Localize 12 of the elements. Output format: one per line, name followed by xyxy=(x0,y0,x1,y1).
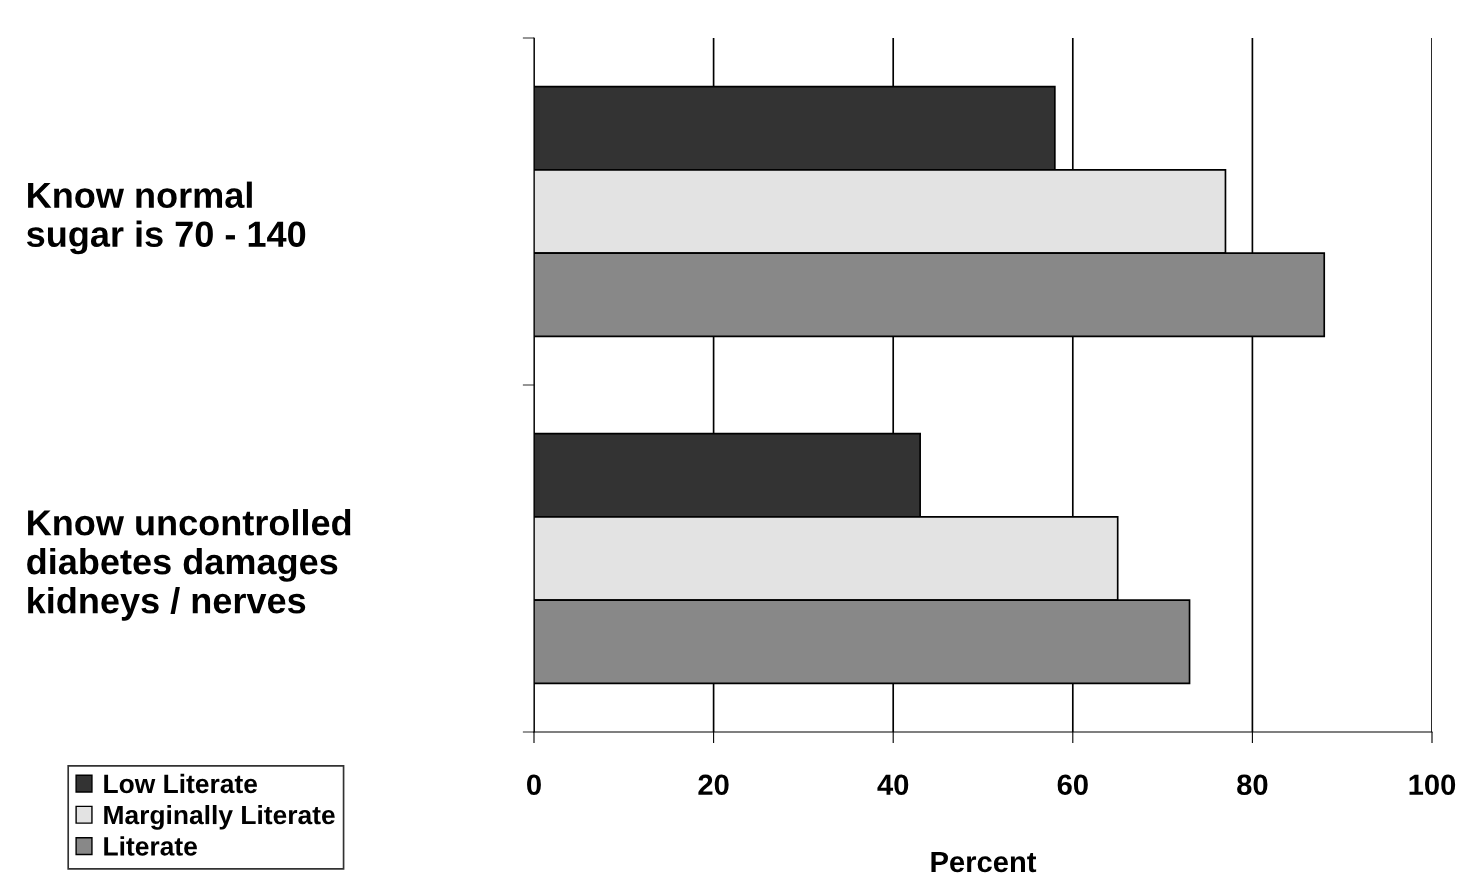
x-tick-label: 0 xyxy=(527,774,541,796)
x-tick-label: 20 xyxy=(698,774,729,796)
x-tick-label: 80 xyxy=(1237,774,1268,796)
legend-label: Literate xyxy=(104,836,197,856)
x-tick-label: 60 xyxy=(1057,774,1088,796)
y-tick-label: Know normal sugar is 70 - 140 xyxy=(26,181,306,255)
x-tick-label: 100 xyxy=(1409,774,1456,796)
y-tick-label: Know uncontrolled diabetes damages kidneys / nerves xyxy=(27,509,351,621)
x-axis-title: Percent xyxy=(931,851,1037,873)
x-tick-label: 40 xyxy=(877,774,909,796)
legend-label: Low Literate xyxy=(104,773,258,794)
legend-label: Marginally Literate xyxy=(104,804,335,830)
